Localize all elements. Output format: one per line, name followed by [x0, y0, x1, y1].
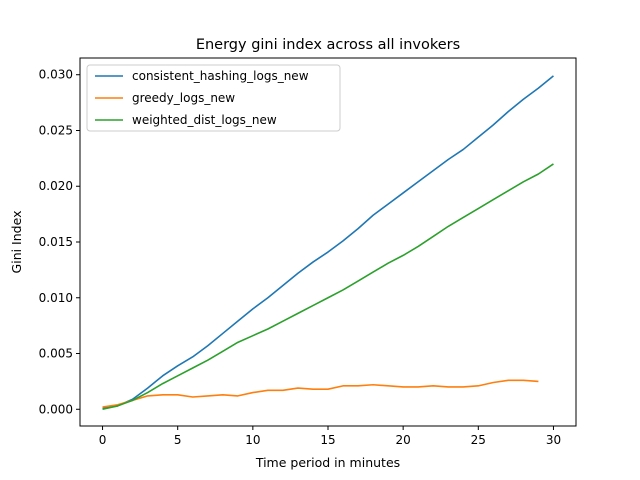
chart-title: Energy gini index across all invokers: [196, 37, 460, 53]
x-tick-label: 25: [471, 433, 486, 447]
y-axis: 0.000 0.005 0.010 0.015 0.020 0.025 0.030: [39, 68, 80, 416]
x-axis-label: Time period in minutes: [255, 455, 400, 470]
y-tick-label: 0.025: [39, 123, 73, 137]
y-tick-label: 0.000: [39, 402, 73, 416]
y-tick-label: 0.010: [39, 291, 73, 305]
y-tick-label: 0.015: [39, 235, 73, 249]
x-tick-label: 15: [320, 433, 335, 447]
legend-label: weighted_dist_logs_new: [132, 113, 277, 127]
x-tick-label: 10: [245, 433, 260, 447]
y-tick-label: 0.005: [39, 347, 73, 361]
x-tick-label: 30: [546, 433, 561, 447]
legend-label: consistent_hashing_logs_new: [132, 69, 309, 83]
series-lines: [102, 75, 554, 411]
x-tick-label: 5: [174, 433, 182, 447]
series-line-consistent-hashing-logs-new: [102, 75, 554, 409]
legend-label: greedy_logs_new: [132, 91, 235, 105]
y-tick-label: 0.020: [39, 179, 73, 193]
y-axis-label: Gini Index: [9, 211, 24, 274]
y-tick-label: 0.030: [39, 68, 73, 82]
legend: consistent_hashing_logs_new greedy_logs_n…: [86, 64, 341, 132]
x-axis: 0 5 10 15 20 25 30: [99, 426, 561, 447]
series-line-weighted-dist-logs-new: [102, 163, 554, 411]
legend-box: [86, 64, 341, 132]
x-tick-label: 0: [99, 433, 107, 447]
x-tick-label: 20: [396, 433, 411, 447]
plot-frame: [79, 57, 577, 427]
series-line-greedy-logs-new: [102, 379, 539, 408]
